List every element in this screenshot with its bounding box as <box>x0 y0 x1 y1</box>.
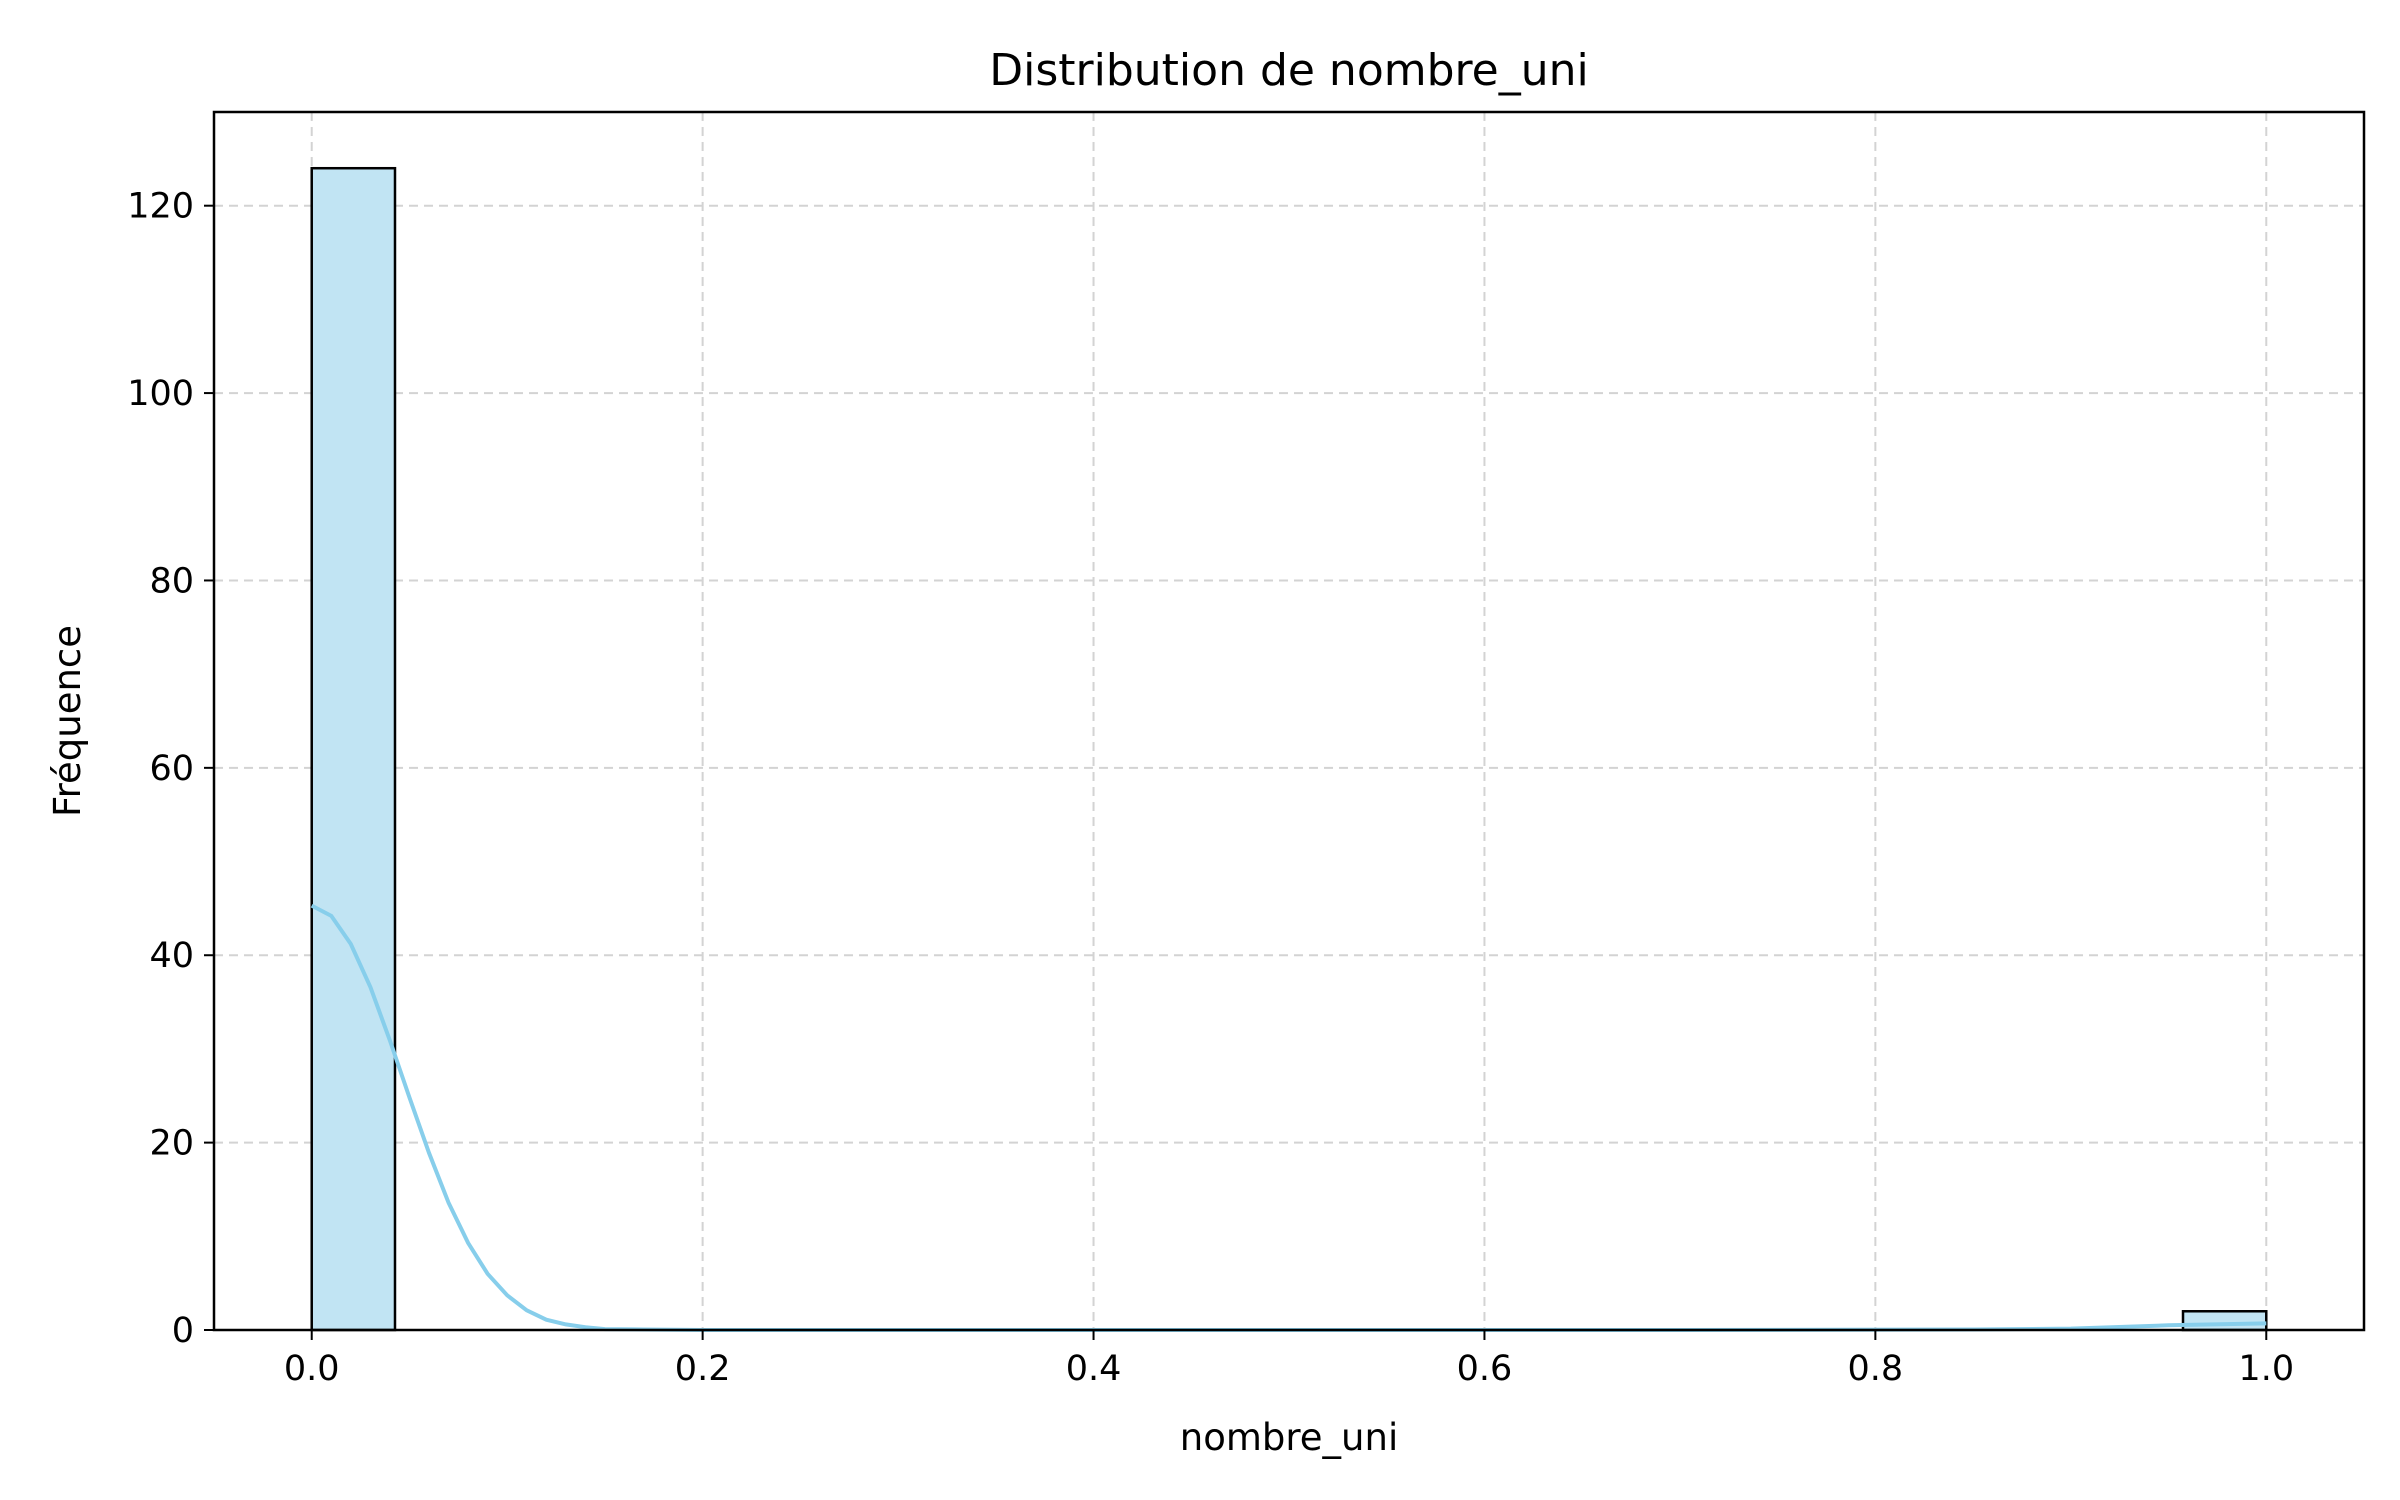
y-tick-label-4: 80 <box>149 561 194 601</box>
histogram-bar-0 <box>310 166 397 1332</box>
x-tick-label-1: 0.2 <box>675 1349 731 1389</box>
y-tick-label-0: 0 <box>172 1311 194 1351</box>
y-axis-ticks: 0 20 40 60 80 100 120 <box>127 187 214 1351</box>
y-tick-label-1: 20 <box>149 1124 194 1164</box>
x-tick-label-0: 0.0 <box>284 1349 340 1389</box>
y-tick-label-6: 120 <box>127 187 194 227</box>
y-tick-label-5: 100 <box>127 374 194 414</box>
grid-layer <box>214 112 2364 1331</box>
y-tick-label-2: 40 <box>149 936 194 976</box>
x-tick-label-4: 0.8 <box>1848 1349 1904 1389</box>
x-tick-label-3: 0.6 <box>1457 1349 1513 1389</box>
kde-line <box>310 903 2267 1332</box>
histogram-bar-1 <box>2181 1310 2268 1332</box>
x-axis-label: nombre_uni <box>1180 1416 1398 1459</box>
plot-frame <box>212 110 2366 1332</box>
y-tick-label-3: 60 <box>149 749 194 789</box>
chart-title: Distribution de nombre_uni <box>989 45 1588 96</box>
bars-layer <box>310 166 2268 1332</box>
x-tick-label-2: 0.4 <box>1066 1349 1122 1389</box>
x-tick-label-5: 1.0 <box>2238 1349 2294 1389</box>
y-axis-label: Fréquence <box>46 625 89 817</box>
x-axis-ticks: 0.0 0.2 0.4 0.6 0.8 1.0 <box>284 1330 2294 1389</box>
